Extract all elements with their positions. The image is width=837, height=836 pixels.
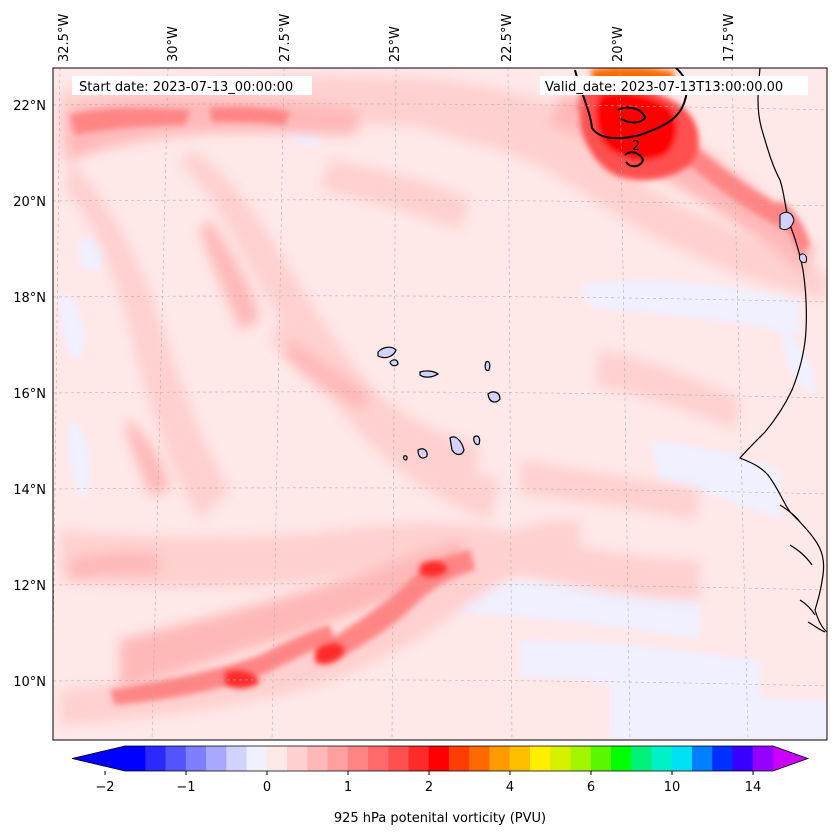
colorbar-outline bbox=[71, 745, 810, 772]
colorbar-swatch bbox=[428, 746, 450, 771]
lon-label: 27.5°W bbox=[278, 14, 293, 62]
colorbar-swatch bbox=[327, 746, 349, 771]
colorbar: −2 −1 0 1 2 4 6 10 14 bbox=[71, 745, 810, 795]
colorbar-swatch bbox=[570, 746, 592, 771]
colorbar-tick-label: 0 bbox=[263, 780, 271, 795]
colorbar-swatch bbox=[550, 746, 571, 771]
island-brava bbox=[403, 455, 408, 461]
colorbar-swatch bbox=[590, 746, 612, 771]
colorbar-tick-label: 14 bbox=[745, 780, 762, 795]
lat-label: 16°N bbox=[13, 387, 46, 402]
colorbar-swatch bbox=[732, 746, 754, 771]
colorbar-swatch bbox=[266, 746, 288, 771]
colorbar-swatch bbox=[368, 746, 389, 771]
colorbar-swatch bbox=[408, 746, 430, 771]
lon-label: 25°W bbox=[388, 26, 403, 62]
pv-intense-core bbox=[225, 68, 699, 689]
lat-label: 10°N bbox=[13, 675, 46, 690]
island-fogo bbox=[417, 448, 428, 459]
lon-label: 17.5°W bbox=[722, 14, 737, 62]
colorbar-swatch bbox=[651, 746, 673, 771]
colorbar-tick-label: 10 bbox=[664, 780, 681, 795]
lon-label: 22.5°W bbox=[500, 14, 515, 62]
colorbar-tick-label: 4 bbox=[506, 780, 514, 795]
valid-date-label: Valid_date: 2023-07-13T13:00:00.00 bbox=[545, 80, 783, 95]
colorbar-swatch bbox=[125, 746, 146, 771]
colorbar-swatch bbox=[449, 746, 470, 771]
colorbar-extend-low bbox=[72, 746, 125, 771]
cape-verde-islands bbox=[377, 346, 501, 461]
africa-coastline bbox=[739, 68, 827, 633]
island-sao-nicolau bbox=[419, 370, 440, 378]
island-maio bbox=[473, 435, 481, 446]
lat-label: 12°N bbox=[13, 579, 46, 594]
lat-label: 14°N bbox=[13, 483, 46, 498]
colorbar-tick-label: −2 bbox=[95, 780, 114, 795]
island-sal bbox=[484, 360, 491, 372]
lon-label: 32.5°W bbox=[57, 14, 72, 62]
latitude-labels: 22°N 20°N 18°N 16°N 14°N 12°N 10°N bbox=[13, 99, 46, 690]
colorbar-swatch bbox=[671, 746, 693, 771]
graticule bbox=[53, 68, 827, 740]
colorbar-swatch bbox=[692, 746, 713, 771]
island-boa-vista bbox=[487, 391, 501, 403]
colorbar-swatch bbox=[631, 746, 652, 771]
map-plot-area: 2 bbox=[53, 68, 827, 740]
lon-label: 20°W bbox=[611, 26, 626, 62]
colorbar-swatch bbox=[489, 746, 511, 771]
coastal-islands bbox=[779, 211, 807, 263]
colorbar-swatch bbox=[206, 746, 227, 771]
island-santo-antao bbox=[377, 346, 397, 359]
colorbar-tick-label: 2 bbox=[425, 780, 433, 795]
start-date-label: Start date: 2023-07-13_00:00:00 bbox=[79, 80, 293, 95]
contour-label: 2 bbox=[632, 139, 640, 154]
colorbar-tick-label: 1 bbox=[344, 780, 352, 795]
lat-label: 22°N bbox=[13, 99, 46, 114]
colorbar-swatch bbox=[226, 746, 247, 771]
colorbar-swatch bbox=[530, 746, 551, 771]
colorbar-swatch bbox=[246, 746, 268, 771]
island-sao-vicente bbox=[389, 359, 399, 367]
colorbar-swatch bbox=[611, 746, 632, 771]
colorbar-tick-label: 6 bbox=[587, 780, 595, 795]
map-frame bbox=[52, 67, 828, 741]
colorbar-swatch bbox=[509, 746, 531, 771]
lat-label: 18°N bbox=[13, 291, 46, 306]
longitude-labels: 32.5°W 30°W 27.5°W 25°W 22.5°W 20°W 17.5… bbox=[57, 14, 737, 62]
colorbar-swatch bbox=[165, 746, 187, 771]
colorbar-tick-label: −1 bbox=[176, 780, 195, 795]
colorbar-swatch bbox=[752, 746, 774, 771]
colorbar-swatch bbox=[388, 746, 409, 771]
colorbar-swatch bbox=[185, 746, 207, 771]
colorbar-swatch bbox=[469, 746, 490, 771]
lat-label: 20°N bbox=[13, 195, 46, 210]
valid-label-box bbox=[540, 76, 808, 95]
lon-label: 30°W bbox=[166, 26, 181, 62]
colorbar-swatch bbox=[145, 746, 166, 771]
colorbar-label: 925 hPa potenital vorticity (PVU) bbox=[334, 811, 546, 826]
start-label-box bbox=[72, 76, 312, 95]
colorbar-swatch bbox=[347, 746, 369, 771]
colorbar-extend-high bbox=[773, 746, 808, 771]
colorbar-swatch bbox=[307, 746, 328, 771]
colorbar-swatch bbox=[712, 746, 733, 771]
island-santiago bbox=[449, 436, 465, 456]
colorbar-swatch bbox=[287, 746, 308, 771]
